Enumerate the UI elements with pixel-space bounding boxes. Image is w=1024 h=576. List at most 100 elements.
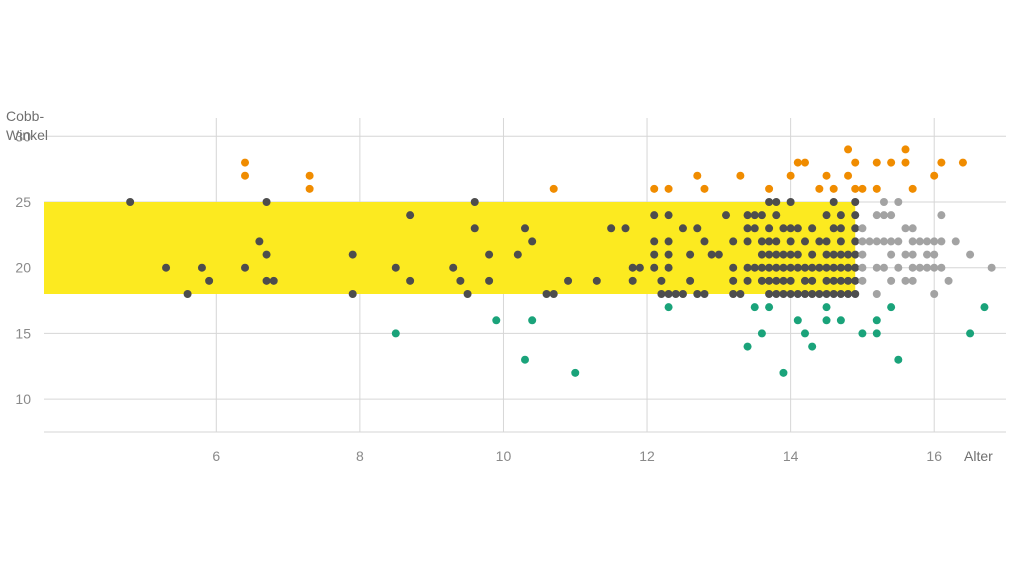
- data-point-gray: [944, 276, 953, 285]
- data-point-green: [822, 303, 831, 312]
- data-point-dark: [664, 250, 673, 259]
- data-point-dark: [765, 250, 774, 259]
- data-point-gray: [930, 237, 939, 246]
- data-point-dark: [391, 263, 400, 272]
- data-point-gray: [887, 237, 896, 246]
- data-point-green: [765, 303, 774, 312]
- data-point-dark: [714, 250, 723, 259]
- data-point-dark: [628, 263, 637, 272]
- data-point-gray: [858, 237, 867, 246]
- data-point-gray: [858, 224, 867, 233]
- data-point-green: [822, 316, 831, 325]
- data-point-dark: [836, 224, 845, 233]
- data-point-dark: [829, 276, 838, 285]
- data-point-gray: [894, 237, 903, 246]
- data-point-dark: [470, 198, 479, 206]
- data-point-orange: [844, 145, 853, 154]
- data-point-dark: [765, 276, 774, 285]
- data-point-dark: [729, 276, 738, 285]
- data-point-dark: [650, 211, 659, 220]
- data-point-dark: [836, 276, 845, 285]
- data-point-gray: [966, 250, 975, 259]
- data-point-dark: [269, 276, 278, 285]
- data-point-dark: [693, 224, 702, 233]
- data-point-dark: [743, 263, 752, 272]
- data-point-dark: [635, 263, 644, 272]
- data-point-dark: [786, 224, 795, 233]
- data-point-gray: [872, 263, 881, 272]
- data-point-orange: [786, 171, 795, 180]
- data-point-dark: [262, 276, 271, 285]
- data-point-gray: [951, 237, 960, 246]
- data-point-dark: [650, 237, 659, 246]
- data-point-dark: [678, 290, 687, 298]
- data-point-dark: [650, 250, 659, 259]
- data-point-gray: [923, 237, 932, 246]
- data-point-orange: [872, 158, 881, 167]
- data-point-orange: [844, 171, 853, 180]
- data-point-dark: [822, 263, 831, 272]
- data-point-dark: [844, 276, 853, 285]
- data-point-dark: [621, 224, 630, 233]
- data-point-orange: [241, 158, 250, 167]
- data-point-green: [793, 316, 802, 325]
- data-point-dark: [729, 290, 738, 298]
- data-point-orange: [937, 158, 946, 167]
- data-point-gray: [908, 237, 917, 246]
- data-point-dark: [793, 250, 802, 259]
- data-point-dark: [779, 276, 788, 285]
- data-point-dark: [779, 290, 788, 298]
- data-point-orange: [650, 184, 659, 193]
- data-point-green: [872, 316, 881, 325]
- data-point-gray: [879, 211, 888, 220]
- data-point-dark: [829, 263, 838, 272]
- data-point-dark: [255, 237, 264, 246]
- data-point-dark: [750, 211, 759, 220]
- data-point-orange: [901, 158, 910, 167]
- data-point-gray: [937, 263, 946, 272]
- y-tick-label: 15: [15, 325, 31, 341]
- y-tick-label: 25: [15, 194, 31, 210]
- data-point-dark: [549, 290, 558, 298]
- data-point-orange: [901, 145, 910, 154]
- data-point-dark: [485, 250, 494, 259]
- data-point-dark: [513, 250, 522, 259]
- data-point-gray: [908, 224, 917, 233]
- data-point-dark: [765, 224, 774, 233]
- data-point-orange: [958, 158, 967, 167]
- y-tick-label: 30: [15, 128, 31, 144]
- data-point-dark: [829, 224, 838, 233]
- data-point-dark: [736, 290, 745, 298]
- data-point-dark: [851, 211, 860, 220]
- data-point-gray: [858, 263, 867, 272]
- data-point-gray: [879, 263, 888, 272]
- data-point-dark: [800, 237, 809, 246]
- data-point-dark: [700, 290, 709, 298]
- data-point-dark: [542, 290, 551, 298]
- data-point-orange: [930, 171, 939, 180]
- data-point-dark: [743, 211, 752, 220]
- data-point-dark: [800, 263, 809, 272]
- data-point-green: [528, 316, 537, 325]
- data-point-gray: [865, 237, 874, 246]
- data-point-dark: [793, 290, 802, 298]
- data-point-dark: [765, 290, 774, 298]
- data-point-dark: [729, 263, 738, 272]
- data-point-dark: [757, 211, 766, 220]
- data-point-dark: [757, 250, 766, 259]
- data-point-orange: [736, 171, 745, 180]
- data-point-dark: [686, 276, 695, 285]
- data-point-dark: [183, 290, 192, 298]
- data-point-orange: [305, 184, 314, 193]
- data-point-orange: [908, 184, 917, 193]
- data-point-orange: [858, 184, 867, 193]
- data-point-green: [757, 329, 766, 338]
- data-point-gray: [872, 237, 881, 246]
- data-point-orange: [305, 171, 314, 180]
- data-point-gray: [887, 250, 896, 259]
- data-point-dark: [757, 276, 766, 285]
- data-point-gray: [879, 237, 888, 246]
- data-point-orange: [800, 158, 809, 167]
- data-point-gray: [872, 211, 881, 220]
- data-point-dark: [822, 237, 831, 246]
